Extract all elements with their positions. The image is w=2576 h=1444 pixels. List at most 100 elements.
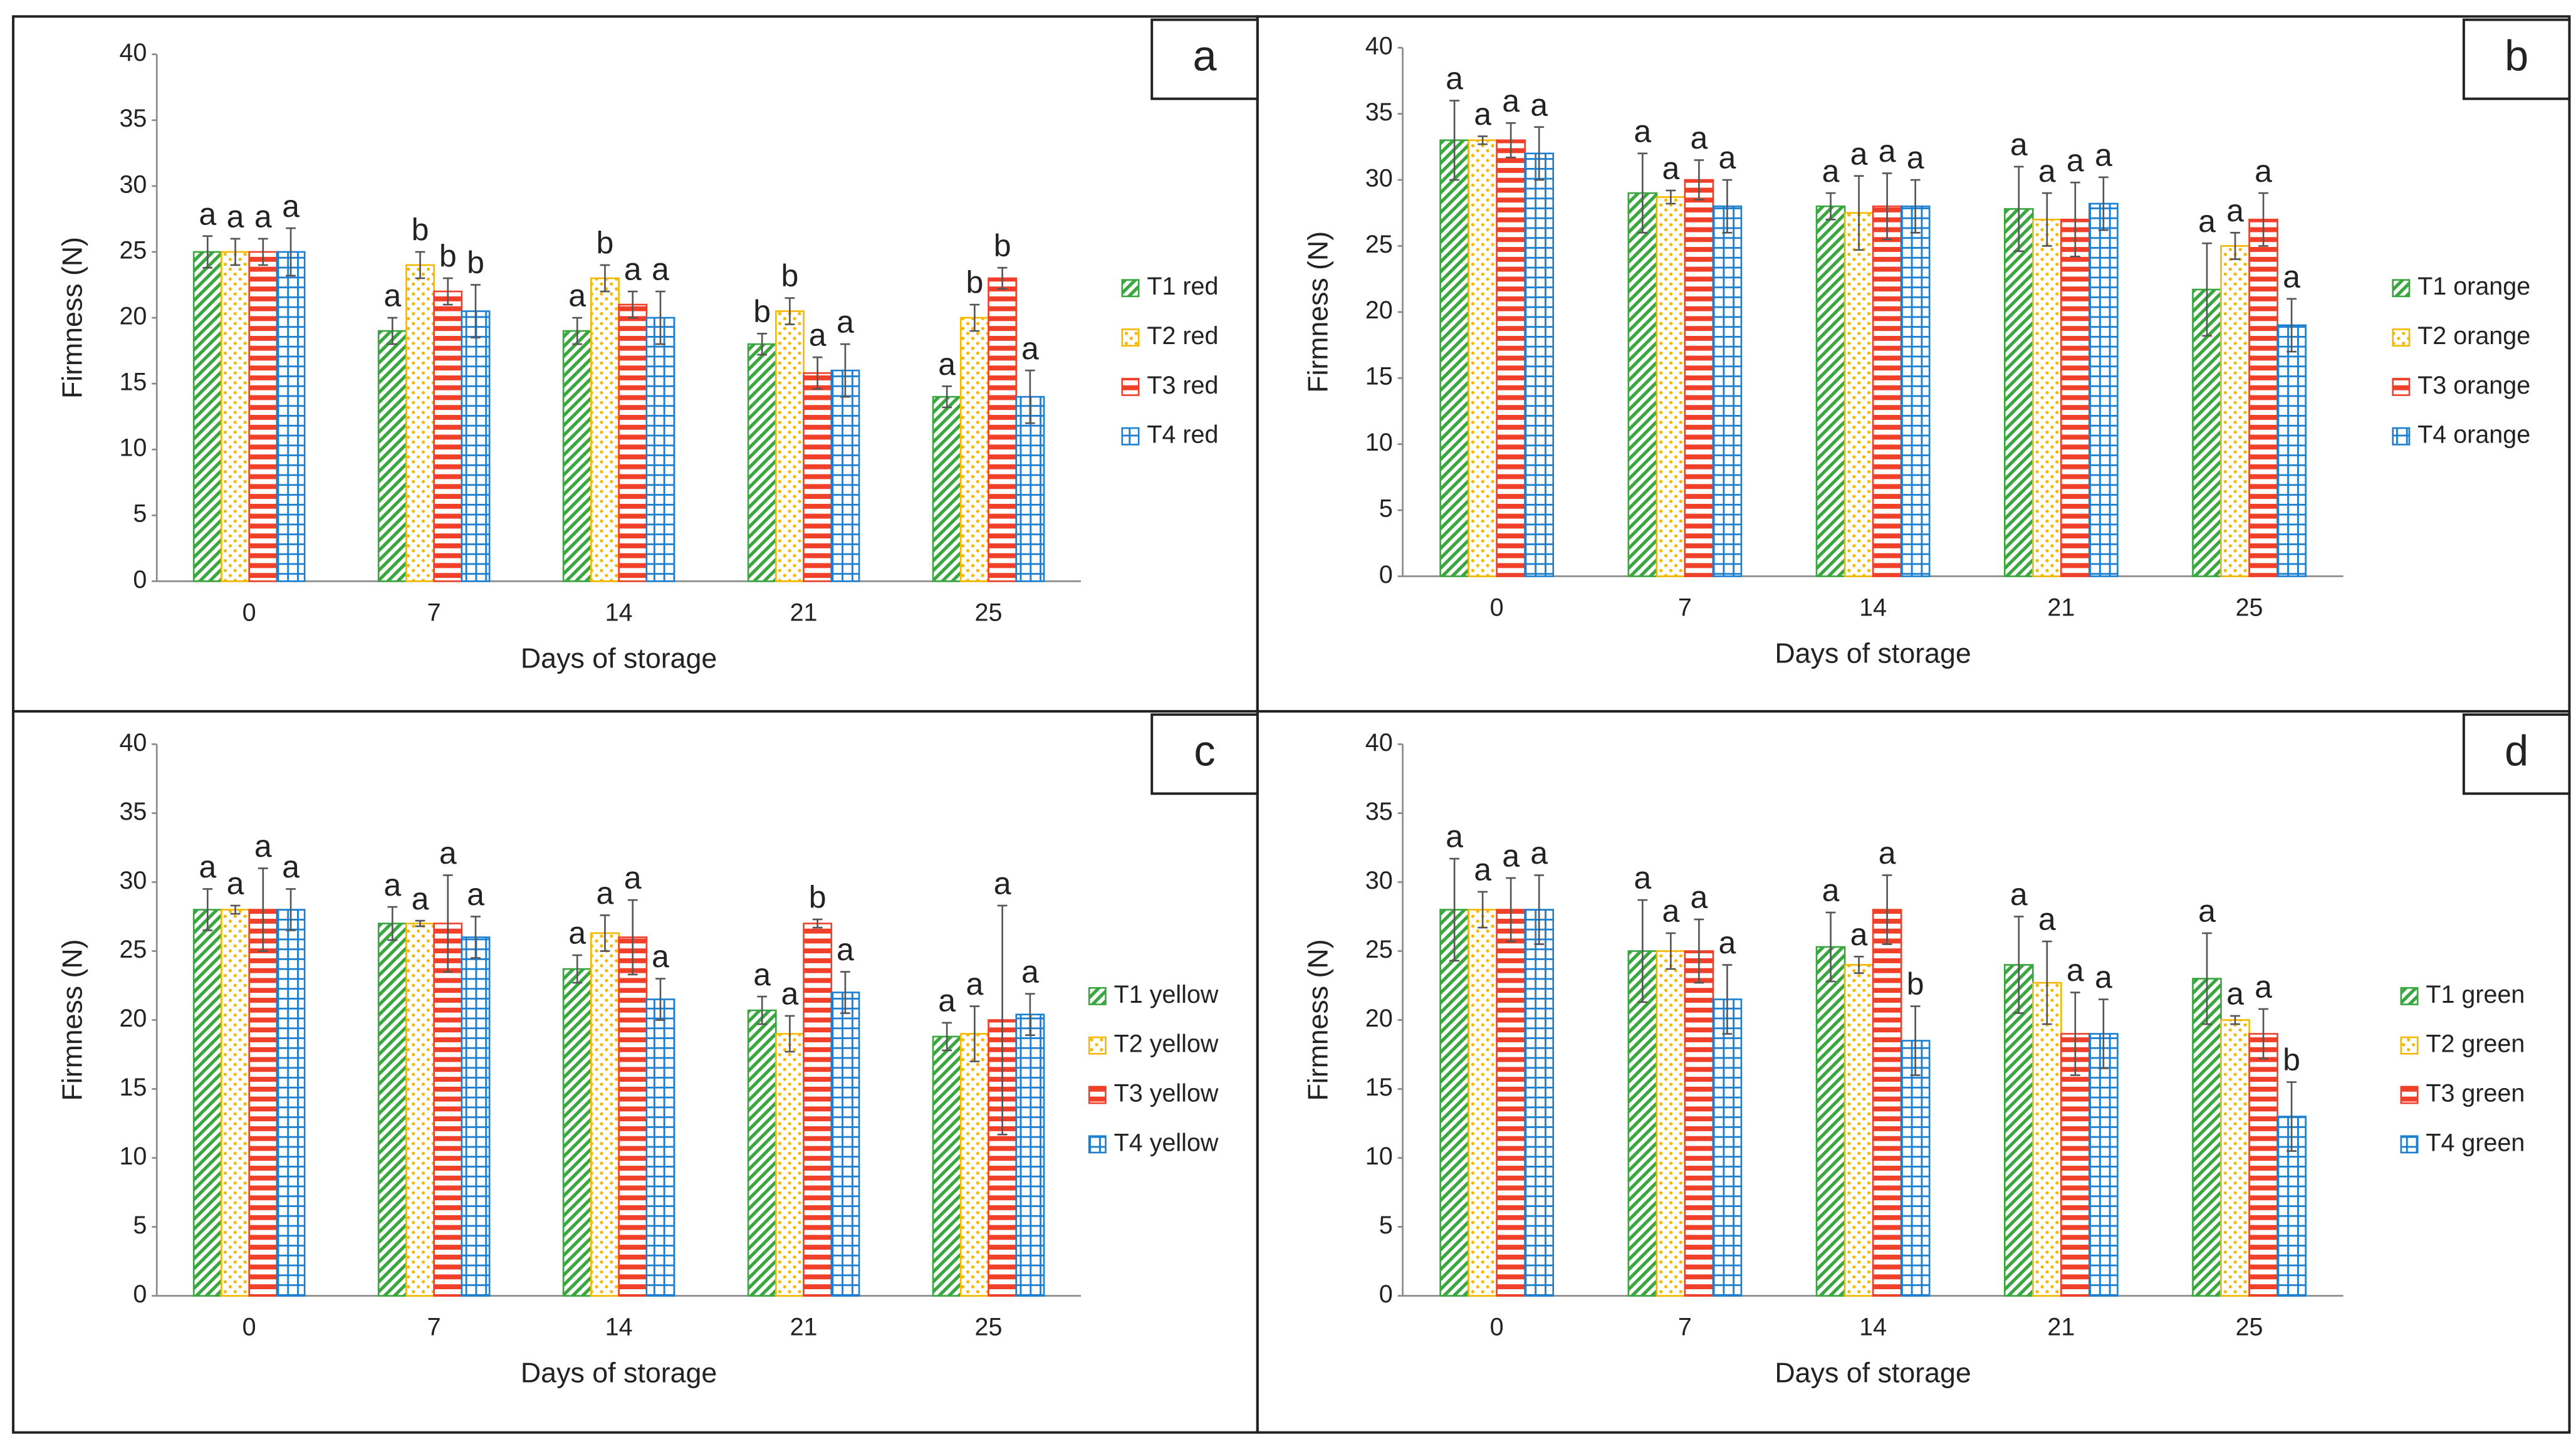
bar	[221, 909, 250, 1297]
y-tick-label: 35	[1365, 98, 1393, 126]
bar	[2031, 218, 2062, 577]
y-tick-label: 10	[1365, 429, 1393, 456]
bar	[1900, 1040, 1931, 1297]
x-axis-title: Days of storage	[1775, 638, 1971, 669]
legend-swatch	[2392, 427, 2411, 446]
significance-letter: a	[282, 189, 300, 224]
bar	[2248, 1033, 2278, 1297]
error-bar	[258, 238, 268, 266]
bar	[1712, 998, 1743, 1297]
panel-label-box	[1150, 18, 1259, 100]
significance-letter: a	[1446, 819, 1463, 854]
significance-letter: a	[1474, 97, 1491, 132]
error-bar	[812, 918, 823, 929]
error-bar	[757, 332, 768, 356]
bar	[747, 1009, 777, 1297]
significance-letter: a	[938, 983, 956, 1018]
significance-letter: a	[412, 881, 429, 916]
error-bar	[2070, 181, 2080, 258]
x-tick-label: 25	[975, 599, 1003, 626]
significance-letter: a	[1474, 852, 1491, 887]
error-bar	[1534, 126, 1545, 181]
legend-label: T3 yellow	[1114, 1079, 1219, 1107]
significance-letter: a	[1502, 839, 1520, 874]
y-tick-label: 10	[119, 1143, 147, 1170]
significance-letter: a	[199, 196, 216, 231]
y-tick-label: 40	[1365, 729, 1393, 756]
bar	[1712, 205, 1743, 577]
bar	[1815, 205, 1846, 577]
legend-label: T1 orange	[2417, 273, 2530, 300]
error-bar	[1025, 369, 1035, 424]
error-bar	[2098, 998, 2109, 1069]
error-bar	[627, 899, 638, 976]
x-tick-label: 14	[1859, 594, 1887, 621]
error-bar	[1478, 135, 1488, 145]
legend-swatch	[2392, 328, 2411, 347]
bar	[1872, 909, 1902, 1297]
y-tick-label: 20	[1365, 1005, 1393, 1032]
bar	[747, 343, 777, 582]
significance-letter: a	[383, 867, 401, 903]
bar	[377, 330, 407, 582]
significance-letter: a	[1530, 835, 1548, 871]
y-tick-label: 35	[119, 798, 147, 825]
panel-label-box	[2462, 713, 2571, 795]
bar	[618, 303, 648, 582]
error-bar	[840, 971, 850, 1014]
y-tick-label: 0	[133, 1280, 147, 1308]
significance-letter: b	[2283, 1042, 2300, 1077]
error-bar	[572, 317, 583, 345]
y-axis-title: Firmness (N)	[57, 237, 88, 399]
error-bar	[942, 1022, 952, 1052]
bar	[959, 1033, 989, 1297]
error-bar	[812, 356, 823, 390]
y-tick-label: 5	[1379, 495, 1393, 523]
significance-letter: b	[1907, 966, 1924, 1002]
legend-label: T4 orange	[2417, 421, 2530, 449]
y-axis-title: Firmness (N)	[1303, 939, 1334, 1101]
bar	[276, 251, 306, 582]
y-tick-label: 35	[119, 105, 147, 132]
legend-label: T4 green	[2426, 1129, 2525, 1156]
error-bar	[1637, 152, 1648, 234]
significance-letter: a	[938, 347, 956, 382]
significance-letter: a	[1021, 331, 1039, 366]
bar	[2003, 964, 2034, 1297]
bar	[1468, 139, 1498, 577]
error-bar	[1722, 964, 1733, 1035]
bar	[2248, 218, 2278, 577]
bar	[276, 909, 306, 1297]
significance-letter: a	[2010, 877, 2028, 912]
error-bar	[2230, 232, 2240, 260]
error-bar	[2202, 242, 2212, 337]
bar	[405, 923, 435, 1297]
bar	[1015, 1013, 1045, 1297]
bar	[1815, 946, 1846, 1297]
error-bar	[1882, 172, 1892, 241]
y-tick-label: 10	[119, 434, 147, 462]
significance-letter: b	[467, 245, 484, 280]
error-bar	[1478, 891, 1488, 929]
bar	[1872, 205, 1902, 577]
significance-letter: b	[966, 265, 983, 300]
y-tick-label: 25	[1365, 936, 1393, 963]
bar	[590, 932, 620, 1297]
bar	[1900, 205, 1931, 577]
legend-swatch	[2392, 279, 2411, 298]
significance-letter: b	[753, 294, 771, 329]
error-bar	[2258, 1008, 2268, 1060]
significance-letter: a	[1850, 917, 1868, 952]
bar	[562, 330, 592, 582]
bar	[988, 277, 1018, 582]
significance-letter: a	[624, 252, 642, 287]
significance-letter: a	[753, 957, 771, 992]
bar	[1627, 950, 1658, 1297]
significance-letter: a	[227, 199, 244, 234]
x-tick-label: 7	[1678, 594, 1692, 621]
error-bar	[2098, 176, 2109, 231]
legend-swatch	[2400, 986, 2419, 1005]
error-bar	[757, 995, 768, 1025]
significance-letter: a	[227, 866, 244, 901]
y-axis-title: Firmness (N)	[1303, 231, 1334, 393]
